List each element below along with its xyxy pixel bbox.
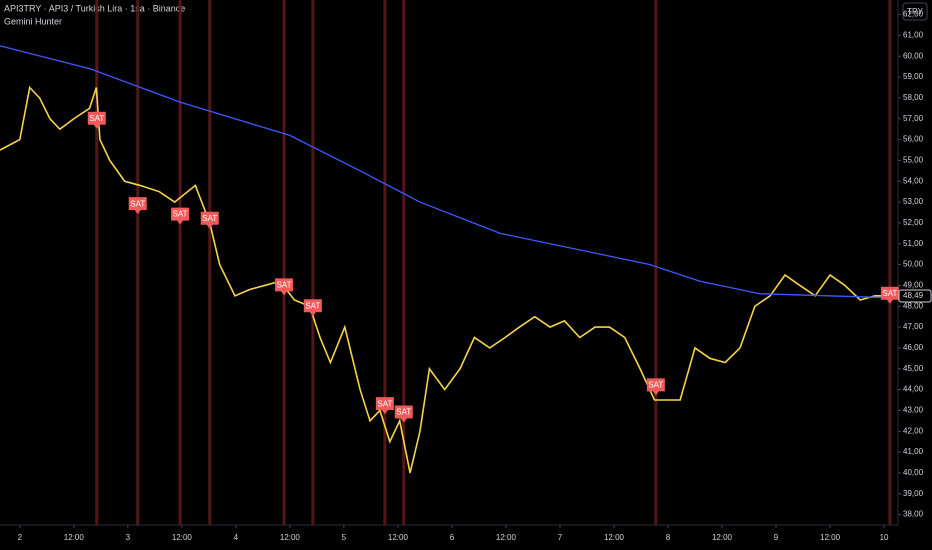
- signal-badge: [200, 211, 219, 229]
- x-tick-label: 12:00: [280, 533, 301, 542]
- y-tick-label: 44,00: [903, 385, 924, 394]
- signal-marker: SAT: [171, 207, 190, 225]
- y-tick-label: 52,00: [903, 218, 924, 227]
- x-tick-label: 2: [18, 533, 23, 542]
- chart-title: API3TRY · API3 / Turkish Lira · 1sa · Bi…: [4, 3, 185, 13]
- signal-label: SAT: [130, 199, 145, 208]
- signal-label: SAT: [648, 381, 663, 390]
- x-tick-label: 12:00: [496, 533, 517, 542]
- x-tick-label: 5: [342, 533, 347, 542]
- signal-label: SAT: [882, 289, 897, 298]
- y-tick-label: 42,00: [903, 426, 924, 435]
- signal-badge: [394, 405, 413, 423]
- signal-label: SAT: [305, 301, 320, 310]
- indicator-name: Gemini Hunter: [4, 16, 62, 26]
- signal-badge: [275, 278, 294, 296]
- y-tick-label: 58,00: [903, 93, 924, 102]
- signal-badge: [87, 111, 106, 129]
- signal-badge: [303, 299, 322, 317]
- y-tick-label: 47,00: [903, 322, 924, 331]
- x-tick-label: 12:00: [604, 533, 625, 542]
- signal-badge: [128, 197, 147, 215]
- x-tick-label: 3: [126, 533, 131, 542]
- signal-marker: SAT: [375, 397, 394, 415]
- signal-badge: [880, 286, 899, 304]
- series-line: [0, 45, 899, 299]
- y-tick-label: 45,00: [903, 364, 924, 373]
- y-tick-label: 60,00: [903, 51, 924, 60]
- x-tick-label: 10: [880, 533, 889, 542]
- signal-label: SAT: [89, 114, 104, 123]
- y-tick-label: 53,00: [903, 197, 924, 206]
- x-tick-label: 12:00: [64, 533, 85, 542]
- x-tick-label: 6: [450, 533, 455, 542]
- x-tick-label: 12:00: [820, 533, 841, 542]
- y-tick-label: 38,00: [903, 510, 924, 519]
- x-tick-label: 8: [666, 533, 671, 542]
- signal-label: SAT: [396, 408, 411, 417]
- y-tick-label: 59,00: [903, 72, 924, 81]
- x-tick-label: 12:00: [172, 533, 193, 542]
- x-tick-label: 9: [774, 533, 779, 542]
- signal-badge: [375, 397, 394, 415]
- y-tick-label: 62,00: [903, 10, 924, 19]
- y-tick-label: 39,00: [903, 489, 924, 498]
- currency-button-label[interactable]: TRY: [907, 7, 924, 16]
- signal-badge: [171, 207, 190, 225]
- y-tick-label: 61,00: [903, 31, 924, 40]
- y-tick-label: 43,00: [903, 406, 924, 415]
- signal-label: SAT: [277, 281, 292, 290]
- y-tick-label: 51,00: [903, 239, 924, 248]
- signal-marker: SAT: [87, 111, 106, 129]
- x-tick-label: 12:00: [712, 533, 733, 542]
- last-price-label: 48,49: [903, 291, 924, 300]
- currency-button[interactable]: [902, 2, 928, 21]
- y-tick-label: 41,00: [903, 447, 924, 456]
- y-tick-label: 50,00: [903, 260, 924, 269]
- y-tick-label: 56,00: [903, 135, 924, 144]
- y-tick-label: 49,00: [903, 281, 924, 290]
- x-tick-label: 4: [234, 533, 239, 542]
- signal-marker: SAT: [275, 278, 294, 296]
- signal-label: SAT: [202, 214, 217, 223]
- y-tick-label: 40,00: [903, 468, 924, 477]
- y-tick-label: 48,00: [903, 301, 924, 310]
- last-price-tag: [898, 289, 932, 303]
- signal-marker: SAT: [646, 378, 665, 396]
- y-tick-label: 57,00: [903, 114, 924, 123]
- signal-marker: SAT: [880, 286, 899, 304]
- y-tick-label: 55,00: [903, 156, 924, 165]
- signal-label: SAT: [377, 399, 392, 408]
- signal-marker: SAT: [394, 405, 413, 423]
- x-tick-label: 12:00: [388, 533, 409, 542]
- series-line: [0, 85, 895, 474]
- x-tick-label: 7: [558, 533, 563, 542]
- y-tick-label: 54,00: [903, 176, 924, 185]
- signal-marker: SAT: [128, 197, 147, 215]
- signal-label: SAT: [173, 210, 188, 219]
- signal-marker: SAT: [200, 211, 219, 229]
- y-tick-label: 46,00: [903, 343, 924, 352]
- signal-marker: SAT: [303, 299, 322, 317]
- signal-badge: [646, 378, 665, 396]
